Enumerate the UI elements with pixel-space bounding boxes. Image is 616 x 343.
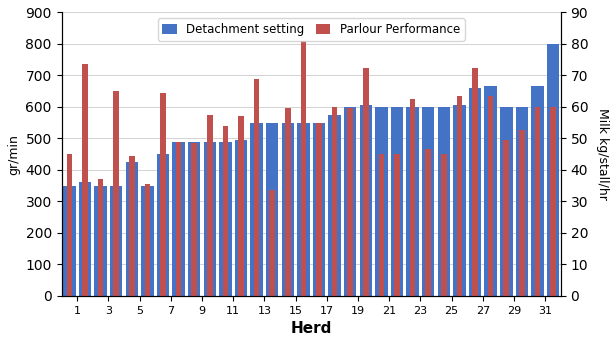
Bar [394, 154, 400, 296]
Bar [141, 186, 153, 296]
Bar [316, 123, 322, 296]
Bar [360, 105, 372, 296]
Bar [254, 79, 259, 296]
Bar [192, 143, 197, 296]
Legend: Detachment setting, Parlour Performance: Detachment setting, Parlour Performance [158, 18, 464, 41]
Bar [347, 108, 353, 296]
Bar [285, 108, 291, 296]
Bar [422, 107, 434, 296]
Bar [172, 142, 185, 296]
Bar [82, 64, 88, 296]
Bar [344, 107, 357, 296]
Bar [126, 162, 138, 296]
Bar [469, 88, 481, 296]
Bar [503, 140, 509, 296]
Bar [488, 96, 493, 296]
Bar [437, 107, 450, 296]
Bar [375, 107, 387, 296]
Bar [531, 86, 544, 296]
Bar [188, 142, 200, 296]
Bar [67, 154, 72, 296]
Bar [484, 86, 497, 296]
Bar [550, 107, 556, 296]
Bar [157, 154, 169, 296]
Bar [219, 142, 232, 296]
Bar [203, 142, 216, 296]
Bar [222, 126, 229, 296]
Bar [129, 156, 135, 296]
Bar [98, 179, 103, 296]
Bar [238, 116, 244, 296]
Y-axis label: Milk kg/stall/hr: Milk kg/stall/hr [596, 108, 609, 200]
Bar [456, 96, 462, 296]
Y-axis label: gr/min: gr/min [7, 134, 20, 175]
X-axis label: Herd: Herd [291, 321, 332, 336]
Bar [63, 186, 76, 296]
Bar [113, 91, 119, 296]
Bar [269, 190, 275, 296]
Bar [79, 182, 91, 296]
Bar [547, 44, 559, 296]
Bar [110, 186, 123, 296]
Bar [410, 99, 415, 296]
Bar [391, 107, 403, 296]
Bar [176, 142, 182, 296]
Bar [407, 107, 419, 296]
Bar [516, 107, 528, 296]
Bar [250, 123, 263, 296]
Bar [332, 107, 338, 296]
Bar [328, 115, 341, 296]
Bar [535, 107, 540, 296]
Bar [453, 105, 466, 296]
Bar [379, 154, 384, 296]
Bar [519, 130, 525, 296]
Bar [301, 41, 306, 296]
Bar [235, 140, 247, 296]
Bar [441, 154, 447, 296]
Bar [282, 123, 294, 296]
Bar [363, 68, 368, 296]
Bar [94, 186, 107, 296]
Bar [500, 107, 513, 296]
Bar [145, 184, 150, 296]
Bar [426, 150, 431, 296]
Bar [297, 123, 310, 296]
Bar [160, 93, 166, 296]
Bar [266, 123, 278, 296]
Bar [207, 115, 213, 296]
Bar [472, 68, 478, 296]
Bar [313, 123, 325, 296]
